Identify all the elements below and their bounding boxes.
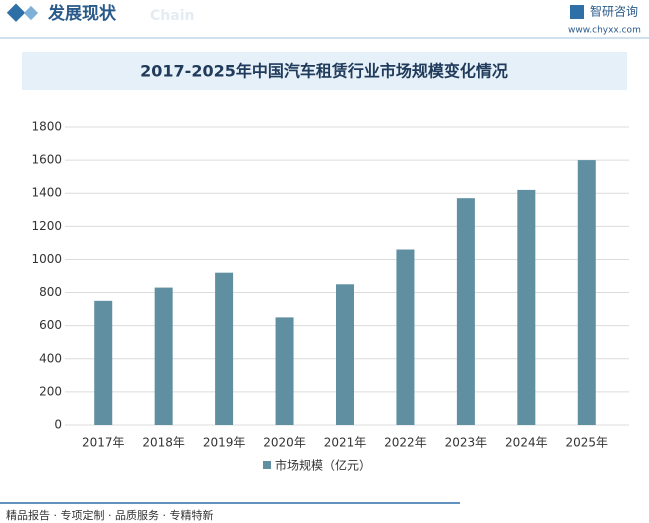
legend-swatch xyxy=(263,461,271,469)
bar xyxy=(396,249,415,425)
bar xyxy=(577,160,596,425)
title-box xyxy=(22,52,627,90)
brand-name: 智研咨询 xyxy=(590,4,638,19)
legend-label: 市场规模（亿元） xyxy=(275,458,371,473)
y-tick-label: 1400 xyxy=(31,186,62,200)
header-icon xyxy=(6,3,26,22)
x-tick-label: 2019年 xyxy=(203,436,246,450)
y-tick-label: 1000 xyxy=(31,252,62,266)
brand-url: www.chyxx.com xyxy=(568,26,641,36)
header-bg xyxy=(0,0,649,36)
x-tick-label: 2021年 xyxy=(324,436,367,450)
y-tick-label: 0 xyxy=(54,418,62,432)
y-tick-label: 400 xyxy=(39,351,62,365)
header-watermark: Chain xyxy=(150,8,194,24)
x-tick-label: 2018年 xyxy=(142,436,185,450)
bar xyxy=(275,317,294,425)
y-tick-label: 1800 xyxy=(31,120,62,134)
x-tick-label: 2023年 xyxy=(445,436,488,450)
y-tick-label: 600 xyxy=(39,318,62,332)
brand-logo xyxy=(570,5,584,19)
y-tick-label: 1200 xyxy=(31,219,62,233)
x-tick-label: 2022年 xyxy=(384,436,427,450)
bar xyxy=(456,198,475,425)
y-tick-label: 1600 xyxy=(31,153,62,167)
header-icon xyxy=(23,5,39,21)
bar xyxy=(215,272,234,425)
header-title: 发展现状 xyxy=(47,3,117,24)
bar xyxy=(517,189,536,425)
bar xyxy=(154,287,173,425)
footer-text: 精品报告 · 专项定制 · 品质服务 · 专精特新 xyxy=(6,508,213,522)
y-tick-label: 200 xyxy=(39,384,62,398)
chart-title: 2017-2025年中国汽车租赁行业市场规模变化情况 xyxy=(140,62,508,81)
x-tick-label: 2017年 xyxy=(82,436,125,450)
bar xyxy=(336,284,354,425)
x-tick-label: 2020年 xyxy=(263,436,306,450)
x-tick-label: 2025年 xyxy=(566,436,609,450)
y-tick-label: 800 xyxy=(39,285,62,299)
x-tick-label: 2024年 xyxy=(505,436,548,450)
bar xyxy=(94,300,113,425)
